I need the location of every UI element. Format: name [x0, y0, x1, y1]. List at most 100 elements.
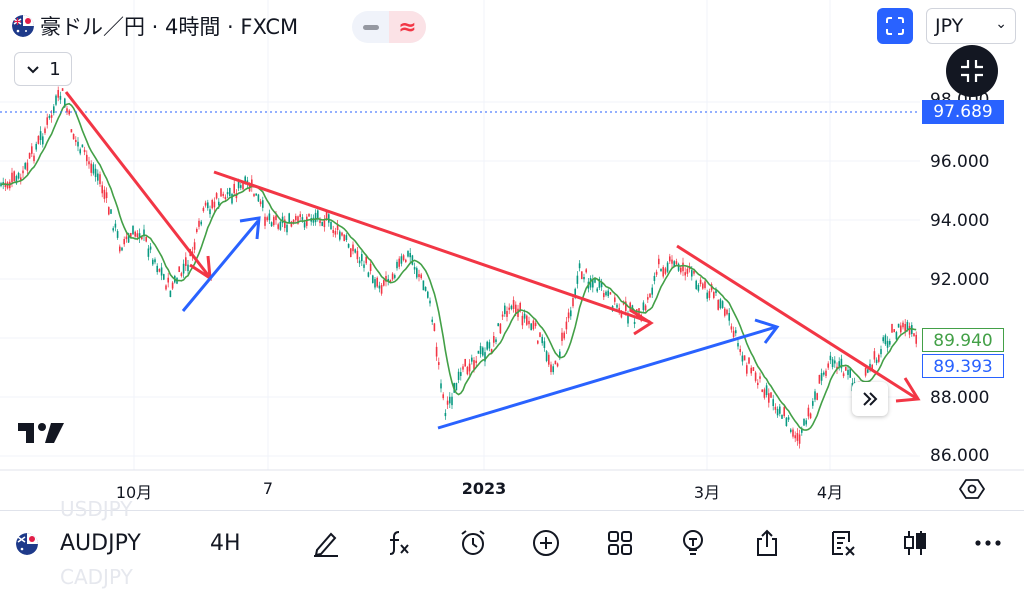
add-button[interactable]	[528, 525, 564, 561]
candle-body	[416, 268, 418, 278]
candle-body	[108, 207, 110, 215]
candle-body	[330, 221, 332, 230]
price-chart[interactable]	[0, 0, 1024, 510]
candle-body	[787, 417, 790, 420]
candle-body	[556, 363, 559, 367]
draw-tool-button[interactable]	[308, 525, 344, 561]
candle-body	[407, 251, 409, 257]
currency-select[interactable]: JPY ⌄	[926, 8, 1016, 44]
candle-body	[479, 346, 482, 355]
candle-body	[462, 366, 464, 370]
candle-body	[121, 247, 123, 251]
candle-body	[295, 216, 297, 221]
candle-body	[785, 417, 788, 426]
tradingview-logo-icon[interactable]	[18, 420, 66, 450]
scroll-right-icon	[863, 392, 878, 406]
candle-body	[90, 163, 92, 173]
candle-body	[178, 266, 180, 273]
layout-button[interactable]	[602, 525, 638, 561]
candle-body	[842, 373, 845, 377]
candle-body	[644, 305, 647, 311]
minimize-icon	[961, 60, 983, 82]
candle-body	[328, 214, 330, 223]
candle-body	[902, 322, 904, 328]
candle-body	[39, 131, 42, 141]
data-status-pill[interactable]: ≈	[352, 11, 426, 43]
candle-body	[319, 220, 321, 224]
candle-body	[497, 323, 499, 327]
chart-settings-button[interactable]	[958, 476, 986, 506]
candle-body	[759, 376, 761, 379]
candle-body	[816, 393, 818, 400]
bottom-toolbar: USDJPY CADJPY AUDJPY 4H	[0, 497, 1024, 589]
candle-body	[15, 176, 18, 184]
candle-body	[354, 249, 356, 253]
candle-body	[138, 233, 141, 239]
minimize-button[interactable]	[946, 45, 998, 97]
candle-body	[218, 201, 220, 206]
candle-body	[75, 139, 77, 143]
indicator-collapse-button[interactable]: 1	[14, 52, 72, 86]
candle-body	[418, 274, 420, 277]
price-tick: 96.000	[930, 152, 990, 172]
candle-body	[655, 271, 658, 275]
candle-body	[504, 305, 506, 315]
candle-body	[411, 255, 414, 265]
candle-body	[66, 108, 68, 113]
candle-body	[68, 110, 70, 115]
candle-body	[255, 193, 257, 196]
candle-body	[169, 290, 172, 297]
candle-body	[728, 312, 730, 321]
candle-body	[343, 234, 345, 242]
candle-body	[633, 321, 636, 324]
time-tick: 7	[262, 479, 274, 498]
candle-body	[666, 262, 669, 272]
candle-body	[691, 270, 693, 277]
symbol-button[interactable]: AUDJPY	[60, 531, 141, 556]
candle-body	[834, 360, 836, 364]
alert-clock-icon	[461, 530, 485, 555]
candle-body	[180, 273, 183, 276]
chart-area[interactable]: 豪ドル／円 · 4時間 · FXCM ≈ JPY ⌄ 1 98.000 96.0…	[0, 0, 1024, 510]
candle-body	[900, 325, 902, 333]
trend-red-2	[213, 170, 651, 324]
candle-body	[732, 330, 735, 337]
ideas-button[interactable]	[675, 525, 711, 561]
candle-body	[618, 307, 620, 311]
candle-body	[79, 149, 81, 154]
scroll-to-realtime-button[interactable]	[852, 382, 888, 416]
candle-body	[213, 201, 216, 208]
candle-body	[653, 275, 656, 281]
chart-type-button[interactable]	[897, 525, 933, 561]
candle-body	[770, 392, 772, 398]
indicators-button[interactable]	[380, 525, 416, 561]
candle-body	[55, 95, 57, 105]
candle-body	[367, 272, 370, 277]
candle-body	[369, 263, 372, 271]
candle-body	[264, 216, 266, 226]
candle-body	[805, 420, 807, 425]
candle-body	[825, 370, 827, 376]
candle-body	[314, 212, 317, 223]
candle-body	[827, 363, 829, 368]
aud-jpy-flag-icon	[16, 533, 38, 555]
candle-body	[253, 194, 255, 197]
share-button[interactable]	[749, 525, 785, 561]
candle-chart-icon	[904, 531, 926, 555]
candle-body	[803, 418, 805, 426]
object-tree-button[interactable]	[825, 525, 861, 561]
candle-body	[845, 366, 847, 371]
candle-body	[702, 283, 704, 289]
candle-body	[132, 225, 134, 235]
candle-body	[457, 371, 460, 380]
timeframe-button[interactable]: 4H	[210, 531, 241, 556]
candle-body	[603, 293, 605, 298]
candle-body	[895, 332, 898, 340]
alert-button[interactable]	[455, 525, 491, 561]
candle-body	[717, 299, 719, 310]
more-button[interactable]	[970, 525, 1006, 561]
price-tick: 92.000	[930, 270, 990, 290]
chart-title[interactable]: 豪ドル／円 · 4時間 · FXCM	[40, 15, 299, 39]
fit-screen-button[interactable]	[877, 8, 913, 44]
candle-body	[596, 288, 598, 292]
